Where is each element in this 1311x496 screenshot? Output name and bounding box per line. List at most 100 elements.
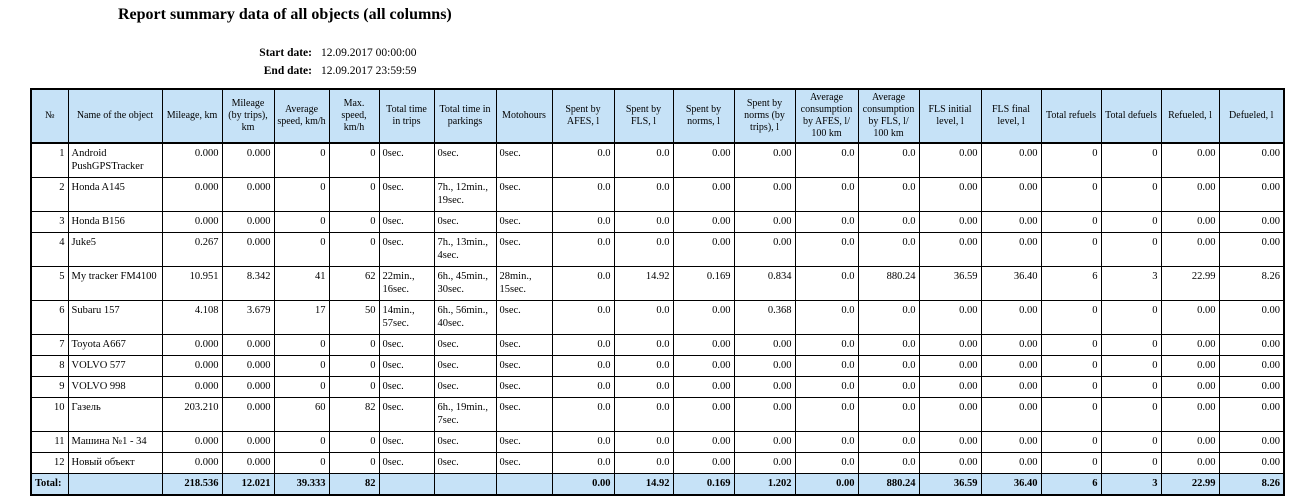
total-cell: 880.24 xyxy=(857,473,920,496)
cell: 0sec. xyxy=(433,376,497,398)
column-header-5: Max. speed, km/h xyxy=(328,88,380,144)
cell: 203.210 xyxy=(161,397,223,432)
total-cell xyxy=(433,473,497,496)
cell: 0.00 xyxy=(918,376,982,398)
cell: 0 xyxy=(1100,211,1162,233)
cell: 0.000 xyxy=(221,397,275,432)
cell: 0 xyxy=(273,334,330,356)
cell: 0sec. xyxy=(378,211,435,233)
cell: 8.342 xyxy=(221,266,275,301)
column-header-6: Total time in trips xyxy=(378,88,435,144)
cell: 0.0 xyxy=(551,452,615,474)
cell: 0.00 xyxy=(733,397,796,432)
cell: 0.0 xyxy=(794,177,859,212)
cell: 0 xyxy=(328,177,380,212)
table-row: 11 Машина №1 - 34 0.000 0.000 0 0 0sec. 0sec. 0s… xyxy=(30,431,1285,453)
cell: 0.00 xyxy=(672,334,735,356)
cell: 0.00 xyxy=(733,355,796,377)
cell: 0 xyxy=(328,431,380,453)
cell: 0 xyxy=(1100,376,1162,398)
cell: 1 xyxy=(30,142,69,178)
cell: 0.00 xyxy=(672,211,735,233)
cell: 0.000 xyxy=(161,334,223,356)
cell: 0sec. xyxy=(495,300,553,335)
cell: 0sec. xyxy=(433,334,497,356)
cell: 60 xyxy=(273,397,330,432)
cell: 0.00 xyxy=(980,177,1042,212)
report-dates: Start date: 12.09.2017 00:00:00 End date… xyxy=(150,46,416,79)
cell: 0 xyxy=(1040,142,1102,178)
column-header-12: Spent by norms (by trips), l xyxy=(733,88,796,144)
cell: 0.00 xyxy=(918,431,982,453)
table-row: 10 Газель 203.210 0.000 60 82 0sec. 6h., 19min.… xyxy=(30,397,1285,432)
column-header-7: Total time in parkings xyxy=(433,88,497,144)
total-cell: 6 xyxy=(1040,473,1102,496)
cell: 0.00 xyxy=(918,142,982,178)
cell: 0 xyxy=(1100,355,1162,377)
cell: VOLVO 577 xyxy=(67,355,163,377)
cell: 0 xyxy=(1100,431,1162,453)
cell: 0 xyxy=(1100,177,1162,212)
cell: 0.00 xyxy=(733,232,796,267)
cell: 0sec. xyxy=(433,355,497,377)
cell: 0.0 xyxy=(551,177,615,212)
cell: 0.00 xyxy=(980,232,1042,267)
cell: 6h., 56min., 40sec. xyxy=(433,300,497,335)
cell: 0.00 xyxy=(980,211,1042,233)
cell: 11 xyxy=(30,431,69,453)
cell: 0.00 xyxy=(733,431,796,453)
cell: 0.000 xyxy=(161,452,223,474)
cell: 0sec. xyxy=(378,232,435,267)
cell: 0.000 xyxy=(221,211,275,233)
end-date-label: End date: xyxy=(263,65,312,77)
cell: 0.00 xyxy=(980,300,1042,335)
cell: 0.000 xyxy=(221,142,275,178)
column-header-15: FLS initial level, l xyxy=(918,88,982,144)
cell: 0.00 xyxy=(733,334,796,356)
cell: 7h., 13min., 4sec. xyxy=(433,232,497,267)
cell: Honda B156 xyxy=(67,211,163,233)
cell: 0.000 xyxy=(221,376,275,398)
total-cell: 3 xyxy=(1100,473,1162,496)
column-header-18: Total defuels xyxy=(1100,88,1162,144)
cell: 10.951 xyxy=(161,266,223,301)
cell: 0 xyxy=(273,177,330,212)
cell: 0.00 xyxy=(672,177,735,212)
cell: 0.00 xyxy=(1160,232,1220,267)
cell: 3 xyxy=(30,211,69,233)
cell: 0.000 xyxy=(221,334,275,356)
cell: 0sec. xyxy=(495,452,553,474)
total-cell: 12.021 xyxy=(221,473,275,496)
cell: 0.00 xyxy=(980,355,1042,377)
cell: 0sec. xyxy=(433,211,497,233)
cell: 0.0 xyxy=(613,334,674,356)
start-date-label: Start date: xyxy=(259,47,312,59)
cell: 0 xyxy=(273,211,330,233)
cell: 50 xyxy=(328,300,380,335)
cell: 880.24 xyxy=(857,266,920,301)
total-cell: 1.202 xyxy=(733,473,796,496)
cell: 0.0 xyxy=(551,142,615,178)
cell: 0 xyxy=(1040,232,1102,267)
cell: 22.99 xyxy=(1160,266,1220,301)
cell: 0sec. xyxy=(433,431,497,453)
cell: 0.0 xyxy=(551,300,615,335)
cell: 0 xyxy=(1040,376,1102,398)
report-title: Report summary data of all objects (all … xyxy=(118,6,452,23)
cell: 0.0 xyxy=(794,376,859,398)
cell: 0.00 xyxy=(1160,211,1220,233)
cell: 0.0 xyxy=(613,355,674,377)
total-cell: 39.333 xyxy=(273,473,330,496)
cell: 0.0 xyxy=(794,142,859,178)
column-header-13: Average consumption by AFES, l/ 100 km xyxy=(794,88,859,144)
cell: 8 xyxy=(30,355,69,377)
table-row: 12 Новый объект 0.000 0.000 0 0 0sec. 0sec. 0sec… xyxy=(30,452,1285,474)
cell: 0sec. xyxy=(378,431,435,453)
cell: 3.679 xyxy=(221,300,275,335)
cell: 0 xyxy=(1100,334,1162,356)
cell: 0sec. xyxy=(378,177,435,212)
cell: 0 xyxy=(1040,300,1102,335)
cell: 0sec. xyxy=(378,142,435,178)
cell: 0 xyxy=(1100,452,1162,474)
cell: 0.00 xyxy=(1218,177,1285,212)
